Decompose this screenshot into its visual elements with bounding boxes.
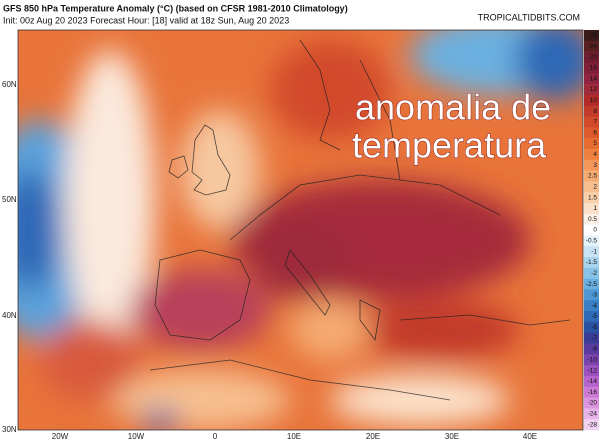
colorbar-swatch xyxy=(584,51,599,63)
colorbar-label: -24 xyxy=(588,411,598,418)
colorbar-swatch xyxy=(584,246,599,258)
colorbar-swatch xyxy=(584,408,599,420)
colorbar-swatch xyxy=(584,148,599,161)
colorbar-label: 8 xyxy=(593,108,597,115)
colorbar-swatch xyxy=(584,311,599,323)
lon-label: 30E xyxy=(445,432,459,441)
map-frame xyxy=(17,29,584,431)
colorbar-label: 1 xyxy=(593,205,597,212)
colorbar-label: -1.5 xyxy=(586,259,598,266)
colorbar-label: 2 xyxy=(593,183,597,190)
colorbar-label: 4 xyxy=(593,151,597,158)
colorbar-swatch xyxy=(584,170,599,182)
colorbar-label: 12 xyxy=(590,86,598,93)
lon-label: 0 xyxy=(213,432,218,441)
coastlines xyxy=(149,39,571,401)
colorbar-swatch xyxy=(584,94,599,106)
lon-label: 20W xyxy=(52,432,69,441)
colorbar-swatch xyxy=(584,40,599,52)
colorbar-label: 14 xyxy=(590,75,598,82)
colorbar-swatch xyxy=(584,235,599,247)
lat-label: 30N xyxy=(2,425,17,434)
colorbar-swatch xyxy=(584,386,599,398)
colorbar-label: 2.5 xyxy=(588,173,597,180)
lat-label: 50N xyxy=(2,195,17,204)
colorbar-label: 28 xyxy=(590,32,598,39)
colorbar-label: -5 xyxy=(591,313,597,320)
colorbar-swatch xyxy=(584,138,599,150)
colorbar-label: -2.5 xyxy=(586,281,598,288)
colorbar-swatch xyxy=(584,105,599,117)
anomaly-field xyxy=(18,30,583,430)
colorbar-swatch xyxy=(584,321,599,334)
colorbar-swatch xyxy=(584,159,599,171)
watermark: TROPICALTIDBITS.COM xyxy=(478,12,580,22)
colorbar-swatch xyxy=(584,181,599,193)
colorbar-label: -12 xyxy=(588,367,598,374)
colorbar-label: -14 xyxy=(588,378,598,385)
colorbar-label: -16 xyxy=(588,389,598,396)
lon-label: 10E xyxy=(287,432,301,441)
overlay-text: anomalia de xyxy=(355,87,551,128)
colorbar-swatch xyxy=(584,116,599,128)
colorbar-swatch xyxy=(584,73,599,85)
colorbar-swatch xyxy=(584,213,599,225)
colorbar-label: -1 xyxy=(591,248,597,255)
colorbar-swatch xyxy=(584,300,599,312)
colorbar-swatch xyxy=(584,202,599,215)
colorbar-swatch xyxy=(584,267,599,279)
colorbar-label: 7 xyxy=(593,119,597,126)
colorbar-label: 3 xyxy=(593,162,597,169)
colorbar-label: -7 xyxy=(591,335,597,342)
subtitle: Init: 00z Aug 20 2023 Forecast Hour: [18… xyxy=(3,15,289,25)
colorbar-swatch xyxy=(584,257,599,269)
colorbar-label: -2 xyxy=(591,270,597,277)
colorbar-label: 16 xyxy=(590,65,598,72)
colorbar-label: -20 xyxy=(588,400,598,407)
colorbar-swatch xyxy=(584,30,599,42)
colorbar-label: -6 xyxy=(591,324,597,331)
lat-label: 60N xyxy=(2,80,17,89)
colorbar-label: -8 xyxy=(591,346,597,353)
title: GFS 850 hPa Temperature Anomaly (°C) (ba… xyxy=(3,3,348,13)
lon-label: 10W xyxy=(128,432,145,441)
lat-label: 40N xyxy=(2,311,17,320)
colorbar-swatch xyxy=(584,354,599,366)
colorbar-label: 24 xyxy=(590,43,598,50)
colorbar-swatch xyxy=(584,278,599,290)
colorbar-label: -10 xyxy=(588,356,598,363)
colorbar-swatch xyxy=(584,375,599,388)
lon-label: 20E xyxy=(366,432,380,441)
colorbar-label: 0 xyxy=(593,227,597,234)
colorbar-label: 10 xyxy=(590,97,598,104)
colorbar-swatch xyxy=(584,84,599,96)
colorbar-swatch xyxy=(584,62,599,74)
colorbar-label: 20 xyxy=(590,54,598,61)
colorbar-swatch xyxy=(584,332,599,344)
colorbar-label: 1.5 xyxy=(588,194,597,201)
lon-label: 40E xyxy=(523,432,537,441)
colorbar-swatch xyxy=(584,224,599,236)
overlay-text: temperatura xyxy=(352,125,547,166)
colorbar-label: -4 xyxy=(591,302,597,309)
colorbar-swatch xyxy=(584,419,599,431)
colorbar-swatch xyxy=(584,127,599,139)
colorbar-label: -3 xyxy=(591,292,597,299)
colorbar-swatch xyxy=(584,397,599,409)
colorbar-label: 5 xyxy=(593,140,597,147)
colorbar-label: 6 xyxy=(593,129,597,136)
colorbar-swatch xyxy=(584,192,599,204)
colorbar-label: -28 xyxy=(588,421,598,428)
colorbar-swatch xyxy=(584,365,599,377)
colorbar-swatch xyxy=(584,289,599,301)
colorbar-label: -0.5 xyxy=(586,238,598,245)
colorbar-label: 0.5 xyxy=(588,216,597,223)
colorbar-swatch xyxy=(584,343,599,355)
